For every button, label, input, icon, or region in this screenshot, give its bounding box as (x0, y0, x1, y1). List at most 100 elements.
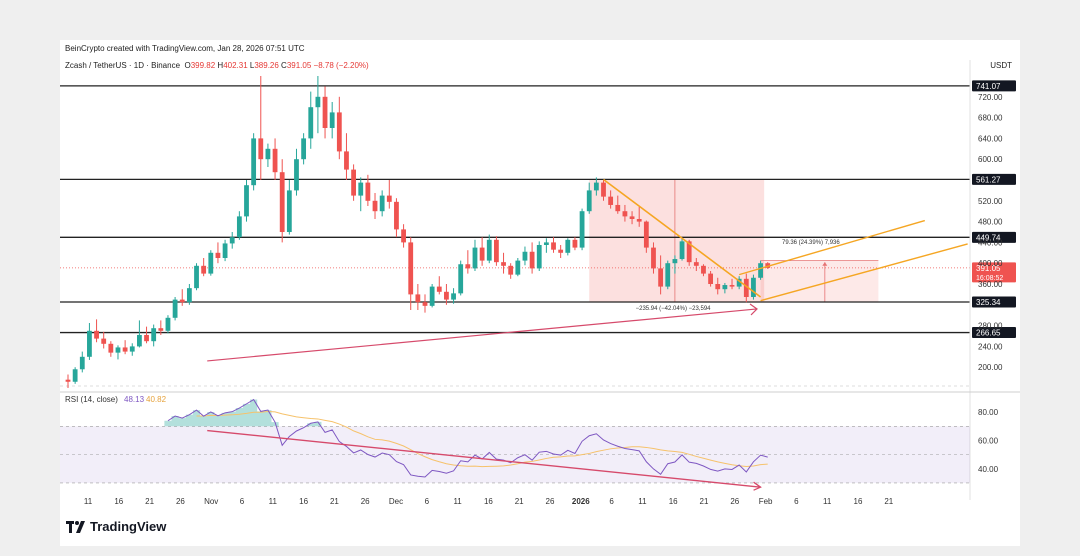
level-label-bg (972, 231, 1016, 243)
rsi-tick-label: 60.00 (978, 436, 999, 445)
price-tick-label: 720.00 (978, 93, 1003, 102)
level-label: 741.07 (976, 82, 1001, 91)
candle (651, 242, 656, 274)
price-tick-label: 520.00 (978, 197, 1003, 206)
candle-body (315, 96, 321, 108)
candle (408, 237, 414, 310)
time-tick-label: Nov (204, 497, 218, 506)
candle (344, 133, 349, 180)
candle-body (743, 278, 749, 297)
level-label: 449.74 (976, 233, 1001, 242)
candle-body (401, 229, 406, 243)
open-label: O (184, 61, 191, 70)
candle-body (365, 182, 371, 201)
candle (608, 190, 614, 209)
rsi-ma-value: 40.82 (146, 395, 167, 404)
candle (465, 250, 471, 274)
candle (729, 278, 735, 290)
candle (751, 274, 756, 300)
price-tick-label: 240.00 (978, 342, 1003, 351)
candle-body (65, 379, 71, 382)
candle-body (251, 138, 257, 186)
rising-trendline (207, 308, 758, 362)
candle (158, 320, 164, 335)
rise-annotation: 79.36 (24.39%) 7,936 (782, 240, 840, 246)
channel-lower-line (760, 243, 968, 302)
candle-body (87, 330, 92, 357)
candle-body (701, 265, 706, 274)
time-tick-label: 16 (484, 497, 493, 506)
price-tick-label: 680.00 (978, 114, 1003, 123)
candle (515, 258, 521, 277)
candle (551, 237, 556, 253)
candle (186, 284, 192, 305)
candle (358, 177, 364, 212)
candle-body (436, 286, 442, 292)
candle (536, 241, 542, 271)
candle-body (351, 169, 356, 196)
time-tick-label: 21 (515, 497, 524, 506)
last-price-countdown: 16:08:52 (976, 275, 1003, 282)
candle-body (272, 148, 278, 173)
candle-body (722, 285, 728, 290)
rsi-ma-line (196, 410, 768, 468)
candle (194, 263, 199, 291)
candle-body (736, 278, 742, 287)
candle (365, 174, 371, 206)
candle (615, 195, 621, 214)
time-tick-label: 21 (330, 497, 339, 506)
rsi-tick-label: 80.00 (978, 408, 999, 417)
rsi-band (60, 426, 970, 483)
time-tick-label: 26 (176, 497, 185, 506)
candle (108, 341, 114, 357)
candle-body (679, 241, 685, 260)
close-value: 391.05 (286, 61, 312, 70)
candle (636, 207, 642, 227)
candle (508, 263, 514, 279)
candle (94, 319, 99, 343)
candle-body (244, 185, 249, 217)
chart-svg[interactable]: 741.07 561.27 449.74 325.34 266.65 391.05 16:0… (60, 40, 1020, 546)
candle (758, 260, 763, 280)
time-tick-label: 11 (269, 497, 278, 506)
candle (351, 164, 356, 201)
tradingview-logo[interactable]: TradingView (66, 519, 166, 534)
candle (593, 177, 599, 196)
candle-body (79, 356, 85, 370)
candle (286, 180, 292, 235)
candle (101, 331, 107, 349)
high-value: 402.31 (223, 61, 248, 70)
candle (451, 288, 456, 304)
candle-body (472, 247, 478, 269)
time-tick-label: 16 (854, 497, 863, 506)
candle (601, 180, 606, 201)
candle-body (465, 264, 471, 269)
chart-card: 741.07 561.27 449.74 325.34 266.65 391.05 16:0… (60, 40, 1020, 546)
currency-label: USDT (990, 61, 1012, 70)
time-tick-label: 21 (884, 497, 893, 506)
candle-body (765, 263, 771, 268)
candle (472, 239, 478, 271)
candle-body (151, 328, 157, 342)
drop-annotation: −235.94 (−42.04%) −23,594 (636, 306, 712, 312)
level-label-bg (972, 173, 1016, 185)
candle-body (558, 249, 564, 253)
candle (179, 289, 185, 306)
candle-body (479, 247, 485, 261)
candle-body (301, 138, 307, 160)
rsi-divergence-arrow (753, 481, 762, 491)
candle (736, 276, 742, 290)
open-value: 399.82 (190, 61, 216, 70)
candle (429, 284, 435, 308)
price-tick-label: 400.00 (978, 259, 1003, 268)
candle-body (115, 347, 121, 353)
candle-body (415, 294, 421, 303)
candle-body (422, 302, 428, 306)
candle-body (72, 369, 78, 382)
candle (715, 277, 721, 295)
level-label: 561.27 (976, 175, 1001, 184)
candle (586, 182, 592, 214)
candle (629, 211, 635, 225)
time-tick-label: 11 (453, 497, 462, 506)
candle (494, 236, 499, 266)
